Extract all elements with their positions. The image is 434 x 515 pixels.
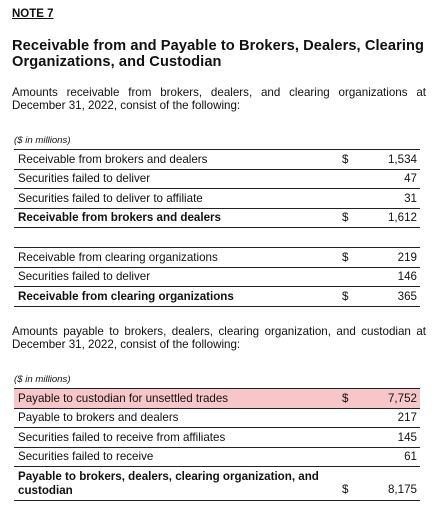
units-note: ($ in millions)	[14, 374, 71, 385]
currency-symbol: $	[336, 247, 358, 268]
row-amount: 145	[358, 427, 420, 448]
currency-symbol	[336, 188, 358, 209]
row-label: Securities failed to deliver to affiliat…	[14, 188, 336, 209]
highlighted-row: Payable to custodian for unsettled trade…	[14, 388, 420, 409]
table-row: Payable to brokers and dealers 217	[14, 408, 420, 428]
row-label: Securities failed to receive	[14, 447, 336, 467]
total-amount: 1,612	[358, 208, 420, 228]
total-label: Receivable from clearing organizations	[14, 286, 336, 307]
row-amount: 7,752	[358, 388, 420, 409]
currency-symbol	[336, 447, 358, 467]
table-row: Receivable from brokers and dealers $ 1,…	[14, 149, 420, 170]
table-row: Receivable from clearing organizations $…	[14, 247, 420, 268]
table-row: Securities failed to receive 61	[14, 447, 420, 467]
row-label: Receivable from brokers and dealers	[14, 149, 336, 170]
row-amount: 47	[358, 169, 420, 189]
currency-symbol	[336, 267, 358, 287]
table-row: Securities failed to receive from affili…	[14, 427, 420, 448]
row-amount: 217	[358, 408, 420, 428]
clearing-receivable-table: Receivable from clearing organizations $…	[14, 247, 420, 307]
currency-symbol: $	[336, 208, 358, 228]
payable-intro: Amounts payable to brokers, dealers, cle…	[12, 325, 426, 351]
total-amount: 365	[358, 286, 420, 307]
receivable-intro: Amounts receivable from brokers, dealers…	[12, 86, 426, 112]
total-row: Receivable from brokers and dealers $ 1,…	[14, 208, 420, 228]
total-label: Payable to brokers, dealers, clearing or…	[14, 466, 336, 501]
currency-symbol: $	[336, 286, 358, 307]
total-amount: 8,175	[358, 466, 420, 501]
units-note: ($ in millions)	[14, 135, 71, 146]
row-amount: 146	[358, 267, 420, 287]
row-label: Payable to custodian for unsettled trade…	[14, 388, 336, 409]
currency-symbol: $	[336, 466, 358, 501]
table-row: Securities failed to deliver to affiliat…	[14, 188, 420, 209]
row-label: Receivable from clearing organizations	[14, 247, 336, 268]
row-amount: 31	[358, 188, 420, 209]
table-row: Securities failed to deliver 146	[14, 267, 420, 287]
note-label: NOTE 7	[12, 8, 54, 20]
payable-table: Payable to custodian for unsettled trade…	[14, 388, 420, 501]
row-amount: 219	[358, 247, 420, 268]
total-row: Payable to brokers, dealers, clearing or…	[14, 466, 420, 501]
row-amount: 61	[358, 447, 420, 467]
row-label: Payable to brokers and dealers	[14, 408, 336, 428]
row-label: Securities failed to deliver	[14, 267, 336, 287]
currency-symbol	[336, 408, 358, 428]
row-amount: 1,534	[358, 149, 420, 170]
row-label: Securities failed to deliver	[14, 169, 336, 189]
currency-symbol	[336, 427, 358, 448]
total-label: Receivable from brokers and dealers	[14, 208, 336, 228]
currency-symbol: $	[336, 149, 358, 170]
currency-symbol	[336, 169, 358, 189]
table-row: Securities failed to deliver 47	[14, 169, 420, 189]
brokers-receivable-table: Receivable from brokers and dealers $ 1,…	[14, 149, 420, 228]
currency-symbol: $	[336, 388, 358, 409]
row-label: Securities failed to receive from affili…	[14, 427, 336, 448]
total-row: Receivable from clearing organizations $…	[14, 286, 420, 307]
section-title: Receivable from and Payable to Brokers, …	[12, 38, 425, 70]
